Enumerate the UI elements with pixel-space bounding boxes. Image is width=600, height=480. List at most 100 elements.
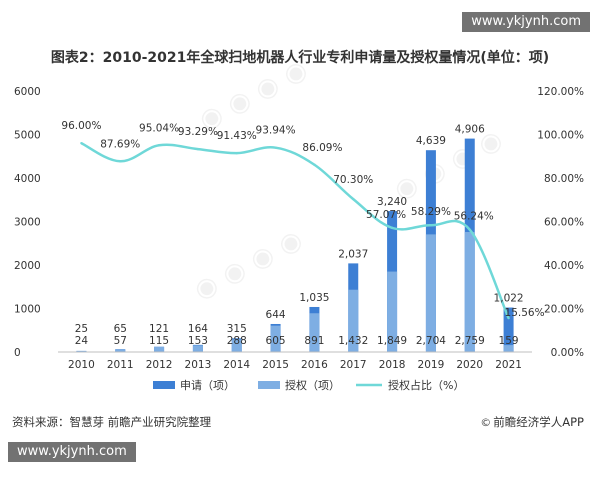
bar-authorization [387, 271, 398, 352]
left-axis-tick-label: 2000 [14, 260, 41, 272]
ratio-point [119, 160, 122, 163]
x-axis-tick-label: 2010 [68, 359, 95, 371]
authorization-value-label: 57 [114, 335, 127, 347]
bar-authorization [464, 231, 475, 352]
brand-credit: © 前瞻经济学人APP [480, 414, 584, 430]
ratio-value-label: 91.43% [217, 130, 257, 142]
source-note: 资料来源：智慧芽 前瞻产业研究院整理 [12, 415, 212, 429]
watermark-top: www.ykjynh.com [462, 12, 590, 32]
application-value-label: 3,240 [377, 196, 407, 208]
watermark-bottom: www.ykjynh.com [8, 442, 136, 462]
ratio-line [80, 142, 510, 319]
x-axis-tick-label: 2018 [379, 359, 406, 371]
ratio-point [468, 228, 471, 231]
ratio-point [235, 151, 238, 155]
authorization-value-label: 24 [75, 335, 89, 347]
application-value-label: 164 [188, 323, 208, 335]
left-axis-tick-label: 5000 [14, 130, 41, 142]
bar-authorization [425, 234, 436, 352]
legend-label-ratio: 授权占比（%） [388, 378, 464, 392]
bar-authorization [309, 313, 320, 352]
authorization-value-label: 288 [227, 335, 247, 347]
left-axis-tick-label: 1000 [14, 304, 41, 316]
bar-authorization [192, 345, 203, 352]
chart-title: 图表2：2010-2021年全球扫地机器人行业专利申请量及授权量情况(单位：项) [50, 50, 550, 66]
right-axis-tick-label: 120.00% [537, 86, 584, 98]
authorization-value-label: 2,759 [455, 335, 485, 347]
legend-swatch-application [153, 381, 175, 389]
ratio-point [352, 197, 355, 201]
left-axis-tick-label: 4000 [14, 173, 41, 185]
ratio-value-label: 57.07% [366, 209, 406, 221]
bar-authorization [270, 325, 281, 352]
bar-authorization [231, 339, 242, 352]
legend-swatch-authorization [258, 381, 280, 389]
x-axis-tick-label: 2019 [418, 359, 445, 371]
ratio-point [80, 142, 83, 145]
ratio-value-label: 70.30% [333, 174, 373, 186]
bar-authorization [154, 346, 165, 352]
application-value-label: 65 [114, 323, 127, 335]
ratio-value-label: 93.94% [256, 125, 296, 137]
ratio-value-label: 58.29% [411, 206, 451, 218]
application-value-label: 25 [75, 323, 88, 335]
ratio-value-label: 93.29% [178, 126, 218, 138]
ratio-point [429, 224, 433, 227]
application-value-label: 1,022 [494, 293, 524, 305]
application-value-label: 1,035 [299, 292, 329, 304]
ratio-value-label: 95.04% [139, 122, 179, 134]
authorization-value-label: 891 [304, 335, 324, 347]
authorization-value-label: 153 [188, 335, 208, 347]
bar-application [503, 307, 514, 352]
x-axis-tick-label: 2020 [456, 359, 483, 371]
authorization-value-label: 2,704 [416, 335, 446, 347]
x-axis-tick-label: 2015 [262, 359, 289, 371]
right-axis-tick-label: 80.00% [544, 173, 584, 185]
x-axis-tick-label: 2013 [185, 359, 212, 371]
ratio-value-label: 86.09% [302, 142, 342, 154]
ratio-point [157, 144, 161, 147]
x-axis-tick-label: 2011 [107, 359, 134, 371]
right-axis-tick-label: 100.00% [537, 130, 584, 142]
legend-label-application: 申请（项） [180, 379, 235, 392]
authorization-value-label: 1,432 [338, 335, 368, 347]
authorization-value-label: 159 [499, 335, 519, 347]
ratio-value-label: 15.56% [505, 307, 545, 319]
application-value-label: 644 [266, 309, 286, 321]
application-value-label: 121 [149, 323, 169, 335]
brand-name: 前瞻经济学人APP [493, 415, 584, 429]
authorization-value-label: 605 [266, 335, 286, 347]
bar-authorization [348, 289, 359, 352]
watermark-glyph: ◉ ◉ ◉ ◉ [189, 224, 307, 306]
ratio-value-label: 96.00% [61, 120, 101, 132]
application-value-label: 4,906 [455, 124, 485, 136]
application-value-label: 315 [227, 323, 247, 335]
legend-label-authorization: 授权（项） [285, 378, 340, 392]
bar-authorization [76, 350, 87, 352]
x-axis-tick-label: 2017 [340, 359, 367, 371]
ratio-value-label: 56.24% [454, 211, 494, 223]
ratio-point [390, 226, 394, 230]
x-axis-tick-label: 2021 [495, 359, 522, 371]
right-axis-tick-label: 0.00% [551, 347, 584, 359]
bar-authorization [503, 345, 514, 352]
application-value-label: 4,639 [416, 135, 446, 147]
left-axis-tick-label: 0 [14, 347, 21, 359]
authorization-value-label: 115 [149, 335, 169, 347]
x-axis-tick-label: 2016 [301, 359, 328, 371]
application-value-label: 2,037 [338, 248, 368, 260]
left-axis-tick-label: 3000 [14, 217, 41, 229]
right-axis-tick-label: 20.00% [544, 304, 584, 316]
x-axis-tick-label: 2012 [146, 359, 173, 371]
x-axis-tick-label: 2014 [223, 359, 250, 371]
ratio-value-label: 87.69% [100, 138, 140, 150]
left-axis-tick-label: 6000 [14, 86, 41, 98]
ratio-point [313, 163, 316, 166]
ratio-point [274, 146, 277, 149]
ratio-point [507, 316, 510, 320]
ratio-point [196, 147, 200, 151]
bar-authorization [115, 349, 126, 352]
copyright-circle-icon: © [480, 415, 492, 429]
right-axis-tick-label: 40.00% [544, 260, 584, 272]
